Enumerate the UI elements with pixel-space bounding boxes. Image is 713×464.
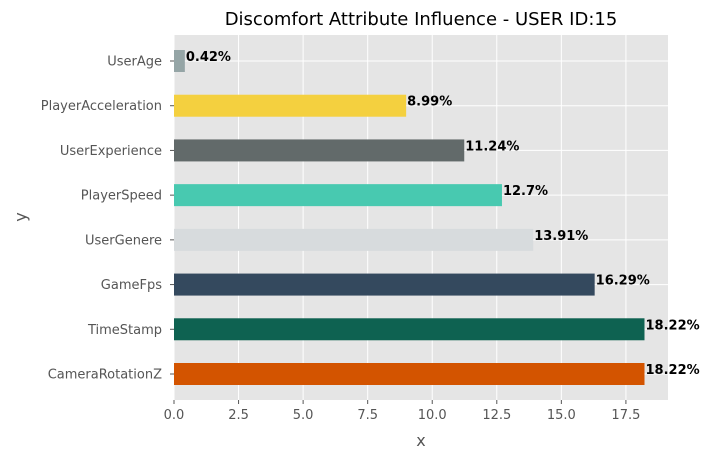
- value-label: 11.24%: [465, 139, 519, 154]
- value-label: 18.22%: [646, 318, 700, 333]
- bar: [174, 184, 502, 207]
- x-tick-label: 2.5: [228, 408, 249, 423]
- bar: [174, 50, 185, 72]
- bars: [174, 50, 645, 385]
- value-label: 0.42%: [186, 50, 231, 65]
- x-tick-label: 10.0: [418, 408, 447, 423]
- value-label: 13.91%: [534, 229, 588, 244]
- x-tick-label: 17.5: [611, 408, 640, 423]
- y-tick-label: PlayerSpeed: [81, 189, 162, 204]
- x-tick-label: 7.5: [357, 408, 378, 423]
- plot-area: [174, 35, 668, 400]
- bar: [174, 228, 534, 251]
- value-labels: 0.42% 8.99% 11.24% 12.7% 13.91% 16.29% 18.22% 1…: [186, 50, 700, 378]
- value-label: 18.22%: [646, 363, 700, 378]
- x-tick-label: 12.5: [482, 408, 511, 423]
- value-label: 12.7%: [503, 184, 548, 199]
- bar: [174, 273, 595, 296]
- x-tick-labels: 0.0 2.5 5.0 7.5 10.0 12.5 15.0 17.5: [164, 400, 640, 423]
- value-label: 8.99%: [407, 95, 452, 110]
- x-tick-label: 15.0: [547, 408, 576, 423]
- y-axis-label: y: [11, 212, 30, 221]
- value-label: 16.29%: [596, 274, 650, 289]
- y-tick-labels: UserAge PlayerAcceleration UserExperience P…: [41, 55, 174, 383]
- x-tick-label: 5.0: [293, 408, 314, 423]
- chart-title: Discomfort Attribute Influence - USER ID…: [225, 9, 618, 30]
- bar: [174, 363, 645, 385]
- x-axis-label: x: [416, 431, 425, 450]
- x-tick-label: 0.0: [164, 408, 185, 423]
- y-tick-label: PlayerAcceleration: [41, 99, 162, 114]
- y-tick-label: UserGenere: [85, 233, 162, 248]
- bar: [174, 318, 645, 341]
- y-tick-label: GameFps: [101, 278, 162, 293]
- y-tick-label: UserAge: [107, 55, 162, 70]
- bar: [174, 139, 465, 162]
- y-tick-label: CameraRotationZ: [48, 368, 162, 383]
- bar: [174, 94, 407, 117]
- y-tick-label: UserExperience: [60, 144, 162, 159]
- y-tick-label: TimeStamp: [87, 323, 162, 338]
